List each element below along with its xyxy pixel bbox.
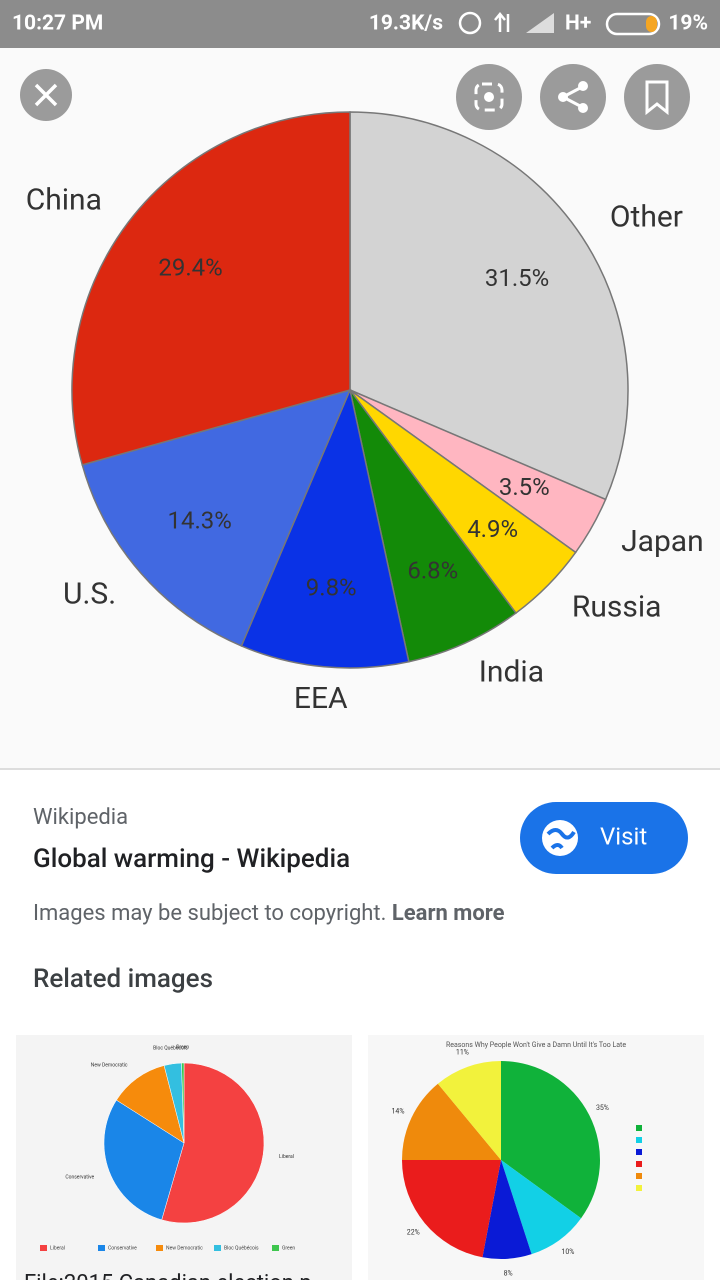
status-bar	[0, 0, 720, 48]
value-label: 31.5%	[485, 264, 549, 292]
battery-icon	[605, 12, 661, 36]
slice-label: Other	[610, 199, 683, 234]
slice-label: U.S.	[63, 576, 116, 611]
share-button[interactable]	[540, 64, 606, 130]
battery-level	[646, 16, 657, 32]
slice-label: Conservative	[65, 1174, 94, 1180]
pie-slice	[402, 1160, 501, 1258]
legend-swatch	[272, 1245, 279, 1251]
value-label: 6.8%	[407, 557, 458, 585]
save-button[interactable]	[624, 64, 690, 130]
pie-slice	[501, 1061, 601, 1219]
legend-swatch	[156, 1245, 163, 1251]
copyright-notice: Images may be subject to copyright. Lear…	[33, 901, 505, 926]
pie-slice	[181, 1062, 185, 1144]
value-label: 14.3%	[167, 506, 231, 534]
close-button[interactable]	[20, 69, 72, 121]
alarm-icon	[458, 11, 482, 35]
pie-slice	[482, 1160, 532, 1259]
legend-swatch	[98, 1245, 105, 1251]
value-label: 3.5%	[499, 473, 550, 501]
pie-slice	[349, 389, 517, 663]
slice-label: China	[26, 183, 102, 218]
value-label: 4.9%	[467, 515, 518, 543]
status-battery: 19%	[668, 12, 708, 36]
legend-swatch	[636, 1137, 642, 1143]
signal-icon	[526, 13, 554, 33]
thumbnail-title: Reasons Why People Won't Give a Damn Unt…	[446, 1041, 626, 1049]
slice-label: EEA	[294, 681, 348, 716]
legend-label: Green	[282, 1245, 295, 1251]
value-label: 29.4%	[158, 253, 222, 281]
pie-slice	[71, 111, 351, 466]
slice-label: Japan	[621, 524, 704, 559]
source-title[interactable]: Global warming - Wikipedia	[33, 844, 350, 874]
notice-text: Images may be subject to copyright.	[33, 901, 386, 926]
legend-label: Bloc Québécois	[224, 1245, 259, 1251]
visit-label[interactable]: Visit	[600, 822, 647, 850]
legend-swatch	[40, 1245, 47, 1251]
related-heading: Related images	[33, 964, 213, 994]
slice-label: India	[479, 654, 544, 689]
legend-swatch	[636, 1161, 642, 1167]
pie-slice	[501, 1160, 582, 1255]
slice-label: Bloc Québécois	[153, 1045, 188, 1051]
legend-label: Conservative	[108, 1245, 137, 1251]
slice-label: New Democratic	[91, 1063, 128, 1069]
pie-slice	[81, 388, 352, 647]
pie-slice	[116, 1065, 185, 1144]
value-label: 9.8%	[306, 574, 357, 602]
pie-slice	[349, 111, 629, 501]
legend-swatch	[636, 1185, 642, 1191]
value-label: 8%	[504, 1269, 513, 1277]
pie-slice	[402, 1083, 501, 1160]
value-label: 10%	[561, 1248, 574, 1256]
status-time: 10:27 PM	[12, 12, 103, 36]
pie-slice	[240, 387, 410, 669]
value-label: 35%	[596, 1104, 609, 1112]
slice-label: Liberal	[279, 1154, 294, 1160]
thumbnail-caption: File:2015 Canadian election p	[24, 1271, 312, 1280]
learn-more[interactable]: Learn more	[392, 901, 505, 926]
legend-swatch	[636, 1125, 642, 1131]
slice-label: Green	[176, 1044, 189, 1050]
visit-button[interactable]: Visit	[520, 802, 688, 874]
value-label: 14%	[391, 1107, 404, 1115]
data-icon	[494, 12, 510, 32]
status-speed: 19.3K/s	[369, 12, 443, 36]
legend-swatch	[636, 1173, 642, 1179]
pie-slice	[103, 1099, 185, 1221]
status-network: H+	[565, 12, 591, 36]
legend-swatch	[214, 1245, 221, 1251]
pie-slice	[437, 1061, 501, 1160]
legend-label: Liberal	[50, 1245, 65, 1251]
lens-button[interactable]	[456, 64, 522, 130]
legend-label: New Democratic	[166, 1245, 203, 1251]
value-label: 22%	[407, 1228, 420, 1236]
legend-swatch	[636, 1149, 642, 1155]
value-label: 11%	[456, 1049, 469, 1057]
pie-slice	[161, 1062, 265, 1224]
source-site: Wikipedia	[33, 805, 128, 830]
slice-label: Russia	[572, 589, 662, 624]
